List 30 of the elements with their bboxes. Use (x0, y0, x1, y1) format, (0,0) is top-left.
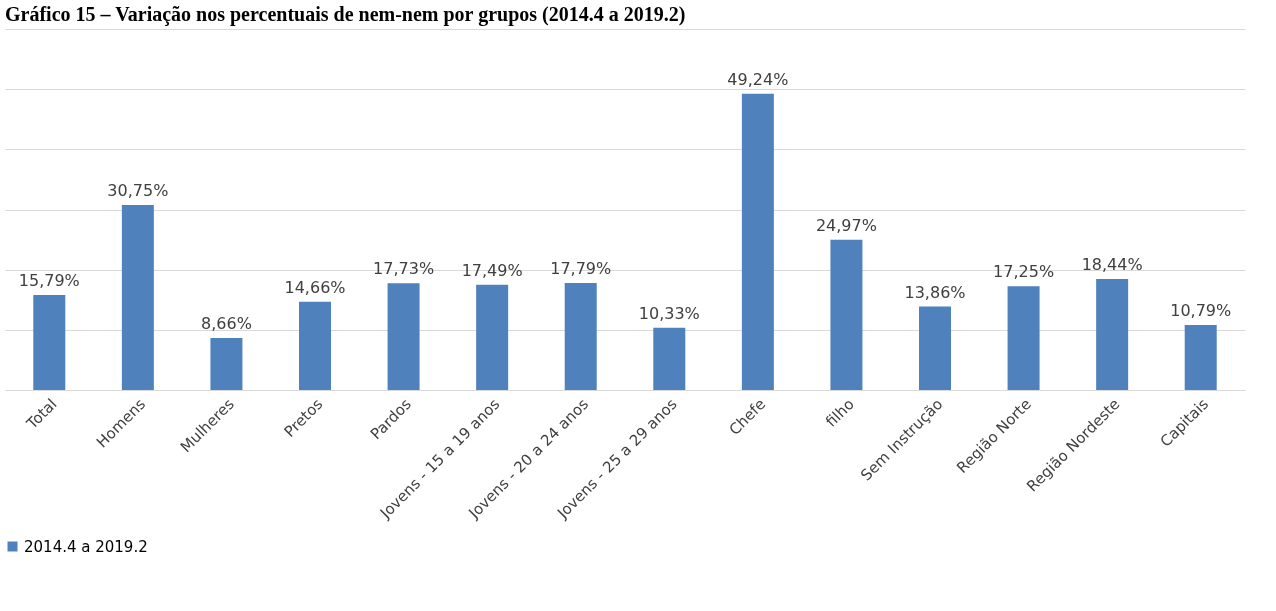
bar (653, 327, 686, 390)
data-label: 24,97% (815, 215, 877, 235)
bar (1184, 325, 1217, 390)
data-label: 10,33% (638, 303, 700, 323)
data-label: 18,44% (1081, 255, 1143, 275)
data-label: 30,75% (107, 180, 169, 200)
bar (564, 282, 597, 390)
bar (741, 93, 774, 390)
bar (1007, 286, 1040, 390)
legend-label: 2014.4 a 2019.2 (24, 537, 148, 556)
data-label: 10,79% (1170, 301, 1232, 321)
bar (299, 301, 331, 390)
bar (919, 306, 951, 390)
data-label: 14,66% (284, 277, 346, 297)
bar (1096, 279, 1129, 390)
data-label: 17,79% (550, 258, 612, 278)
data-label: 17,73% (373, 259, 435, 279)
data-label: 17,49% (461, 260, 523, 280)
bar (121, 204, 154, 390)
chart-title: Gráfico 15 – Variação nos percentuais de nem-nem por grupos (2014.4 a 2019.2) (5, 3, 686, 26)
bar (387, 283, 420, 390)
data-label: 17,25% (993, 262, 1055, 282)
data-label: 49,24% (727, 69, 789, 89)
data-label: 8,66% (201, 313, 252, 333)
bar (830, 239, 863, 390)
data-label: 13,86% (904, 282, 966, 302)
bar (33, 295, 66, 390)
bar (476, 284, 509, 390)
data-label: 15,79% (18, 271, 80, 290)
bar (210, 337, 243, 390)
